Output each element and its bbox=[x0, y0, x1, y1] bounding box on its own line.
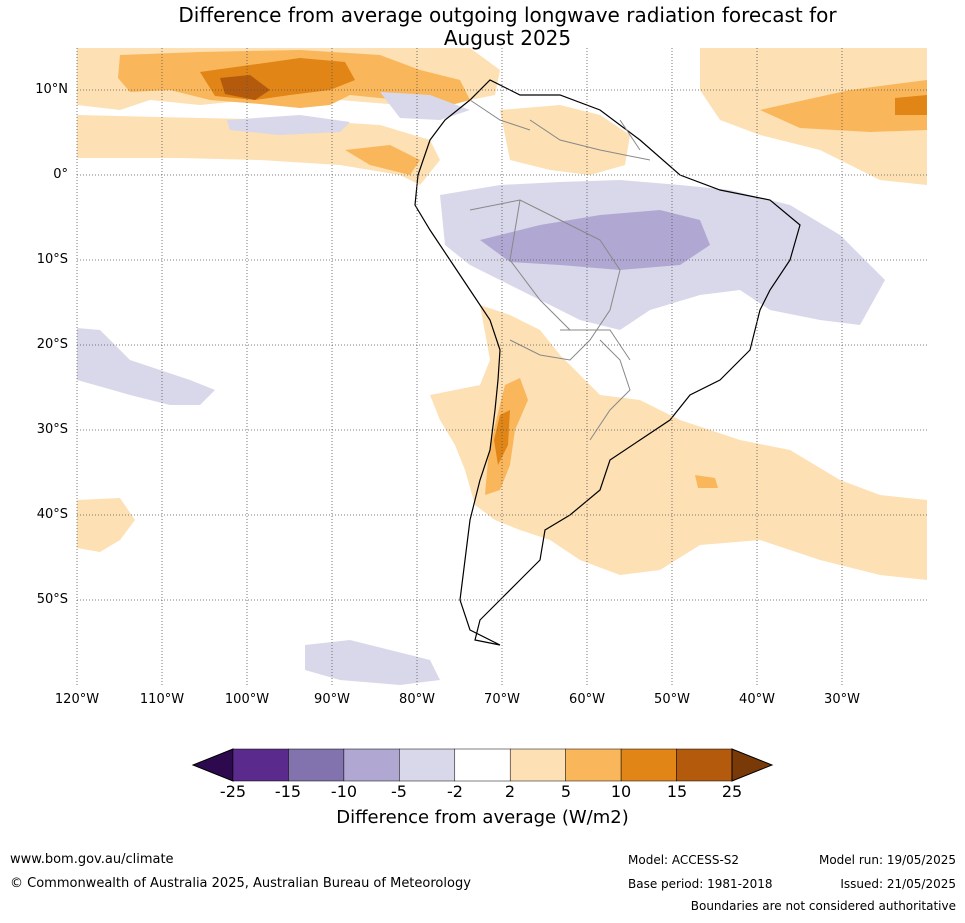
colorbar-segment bbox=[565, 748, 622, 782]
lon-label: 60°W bbox=[569, 692, 605, 707]
positive-anomaly-south-pacific bbox=[77, 498, 135, 552]
footer-model-run: Model run: 19/05/2025 bbox=[818, 853, 956, 867]
very-strong-anomaly-pacific bbox=[220, 75, 270, 100]
footer-base-period: Base period: 1981-2018 bbox=[628, 877, 773, 891]
colorbar bbox=[191, 748, 774, 782]
colorbar-label: Difference from average (W/m2) bbox=[336, 807, 629, 828]
lat-label: 10°S bbox=[36, 252, 68, 267]
negative-anomaly-north bbox=[380, 92, 470, 120]
colorbar-segment bbox=[288, 748, 345, 782]
strong-anomaly-andes bbox=[494, 410, 510, 465]
footer-disclaimer: Boundaries are not considered authoritat… bbox=[690, 899, 956, 913]
colorbar-segment bbox=[343, 748, 400, 782]
colorbar-tick: 10 bbox=[610, 782, 632, 801]
moderate-anomaly-atlantic bbox=[760, 80, 927, 132]
positive-anomaly-band-equatorial bbox=[77, 115, 440, 185]
colorbar-segment bbox=[232, 748, 289, 782]
lon-label: 80°W bbox=[399, 692, 435, 707]
negative-anomaly-far-south bbox=[305, 640, 440, 685]
lon-label: 70°W bbox=[484, 692, 520, 707]
lat-label: 30°S bbox=[36, 422, 68, 437]
colorbar-extend-low bbox=[191, 748, 234, 782]
positive-anomaly-andes bbox=[430, 305, 927, 580]
footer-model: Model: ACCESS-S2 bbox=[628, 853, 740, 867]
lat-label: 50°S bbox=[36, 592, 68, 607]
lon-label: 110°W bbox=[139, 692, 185, 707]
colorbar-tick: -25 bbox=[219, 782, 247, 801]
positive-anomaly-venezuela bbox=[500, 105, 630, 175]
footer-url[interactable]: www.bom.gov.au/climate bbox=[10, 852, 174, 867]
colorbar-tick: 2 bbox=[504, 782, 516, 801]
footer-issued: Issued: 21/05/2025 bbox=[840, 877, 956, 891]
colorbar-segment bbox=[509, 748, 566, 782]
anomaly-field bbox=[77, 48, 927, 685]
lon-label: 100°W bbox=[224, 692, 270, 707]
colorbar-tick: 15 bbox=[666, 782, 688, 801]
lon-label: 40°W bbox=[739, 692, 775, 707]
colorbar-segment bbox=[399, 748, 456, 782]
moderate-anomaly-south-atlantic bbox=[695, 475, 718, 488]
moderate-anomaly-equatorial bbox=[345, 145, 420, 175]
title-line-1: Difference from average outgoing longwav… bbox=[178, 3, 837, 27]
colorbar-segment bbox=[454, 748, 511, 782]
lon-label: 30°W bbox=[824, 692, 860, 707]
lat-label: 0° bbox=[53, 167, 68, 182]
colorbar-tick: -15 bbox=[274, 782, 302, 801]
colorbar-tick: -2 bbox=[447, 782, 463, 801]
lon-label: 120°W bbox=[54, 692, 100, 707]
south-america-coastline bbox=[414, 79, 801, 646]
colorbar-segment bbox=[620, 748, 677, 782]
colorbar-tick: 25 bbox=[721, 782, 743, 801]
strong-anomaly-atlantic bbox=[895, 95, 927, 115]
colorbar-tick: -10 bbox=[330, 782, 358, 801]
lon-label: 90°W bbox=[314, 692, 350, 707]
colorbar-tick: -5 bbox=[391, 782, 407, 801]
country-borders bbox=[469, 99, 651, 441]
title-line-2: August 2025 bbox=[443, 26, 572, 50]
moderate-negative-amazon bbox=[480, 210, 710, 270]
negative-anomaly-pacific bbox=[227, 115, 350, 135]
lon-label: 50°W bbox=[654, 692, 690, 707]
colorbar-extend-high bbox=[731, 748, 774, 782]
lat-label: 40°S bbox=[36, 507, 68, 522]
colorbar-tick: 5 bbox=[560, 782, 572, 801]
negative-anomaly-south-pacific bbox=[77, 328, 215, 405]
graticule bbox=[77, 48, 927, 685]
footer-copyright: © Commonwealth of Australia 2025, Austra… bbox=[10, 876, 471, 891]
lat-label: 20°S bbox=[36, 337, 68, 352]
colorbar-segment bbox=[676, 748, 733, 782]
chart-title: Difference from average outgoing longwav… bbox=[0, 4, 965, 50]
lat-label: 10°N bbox=[35, 82, 68, 97]
